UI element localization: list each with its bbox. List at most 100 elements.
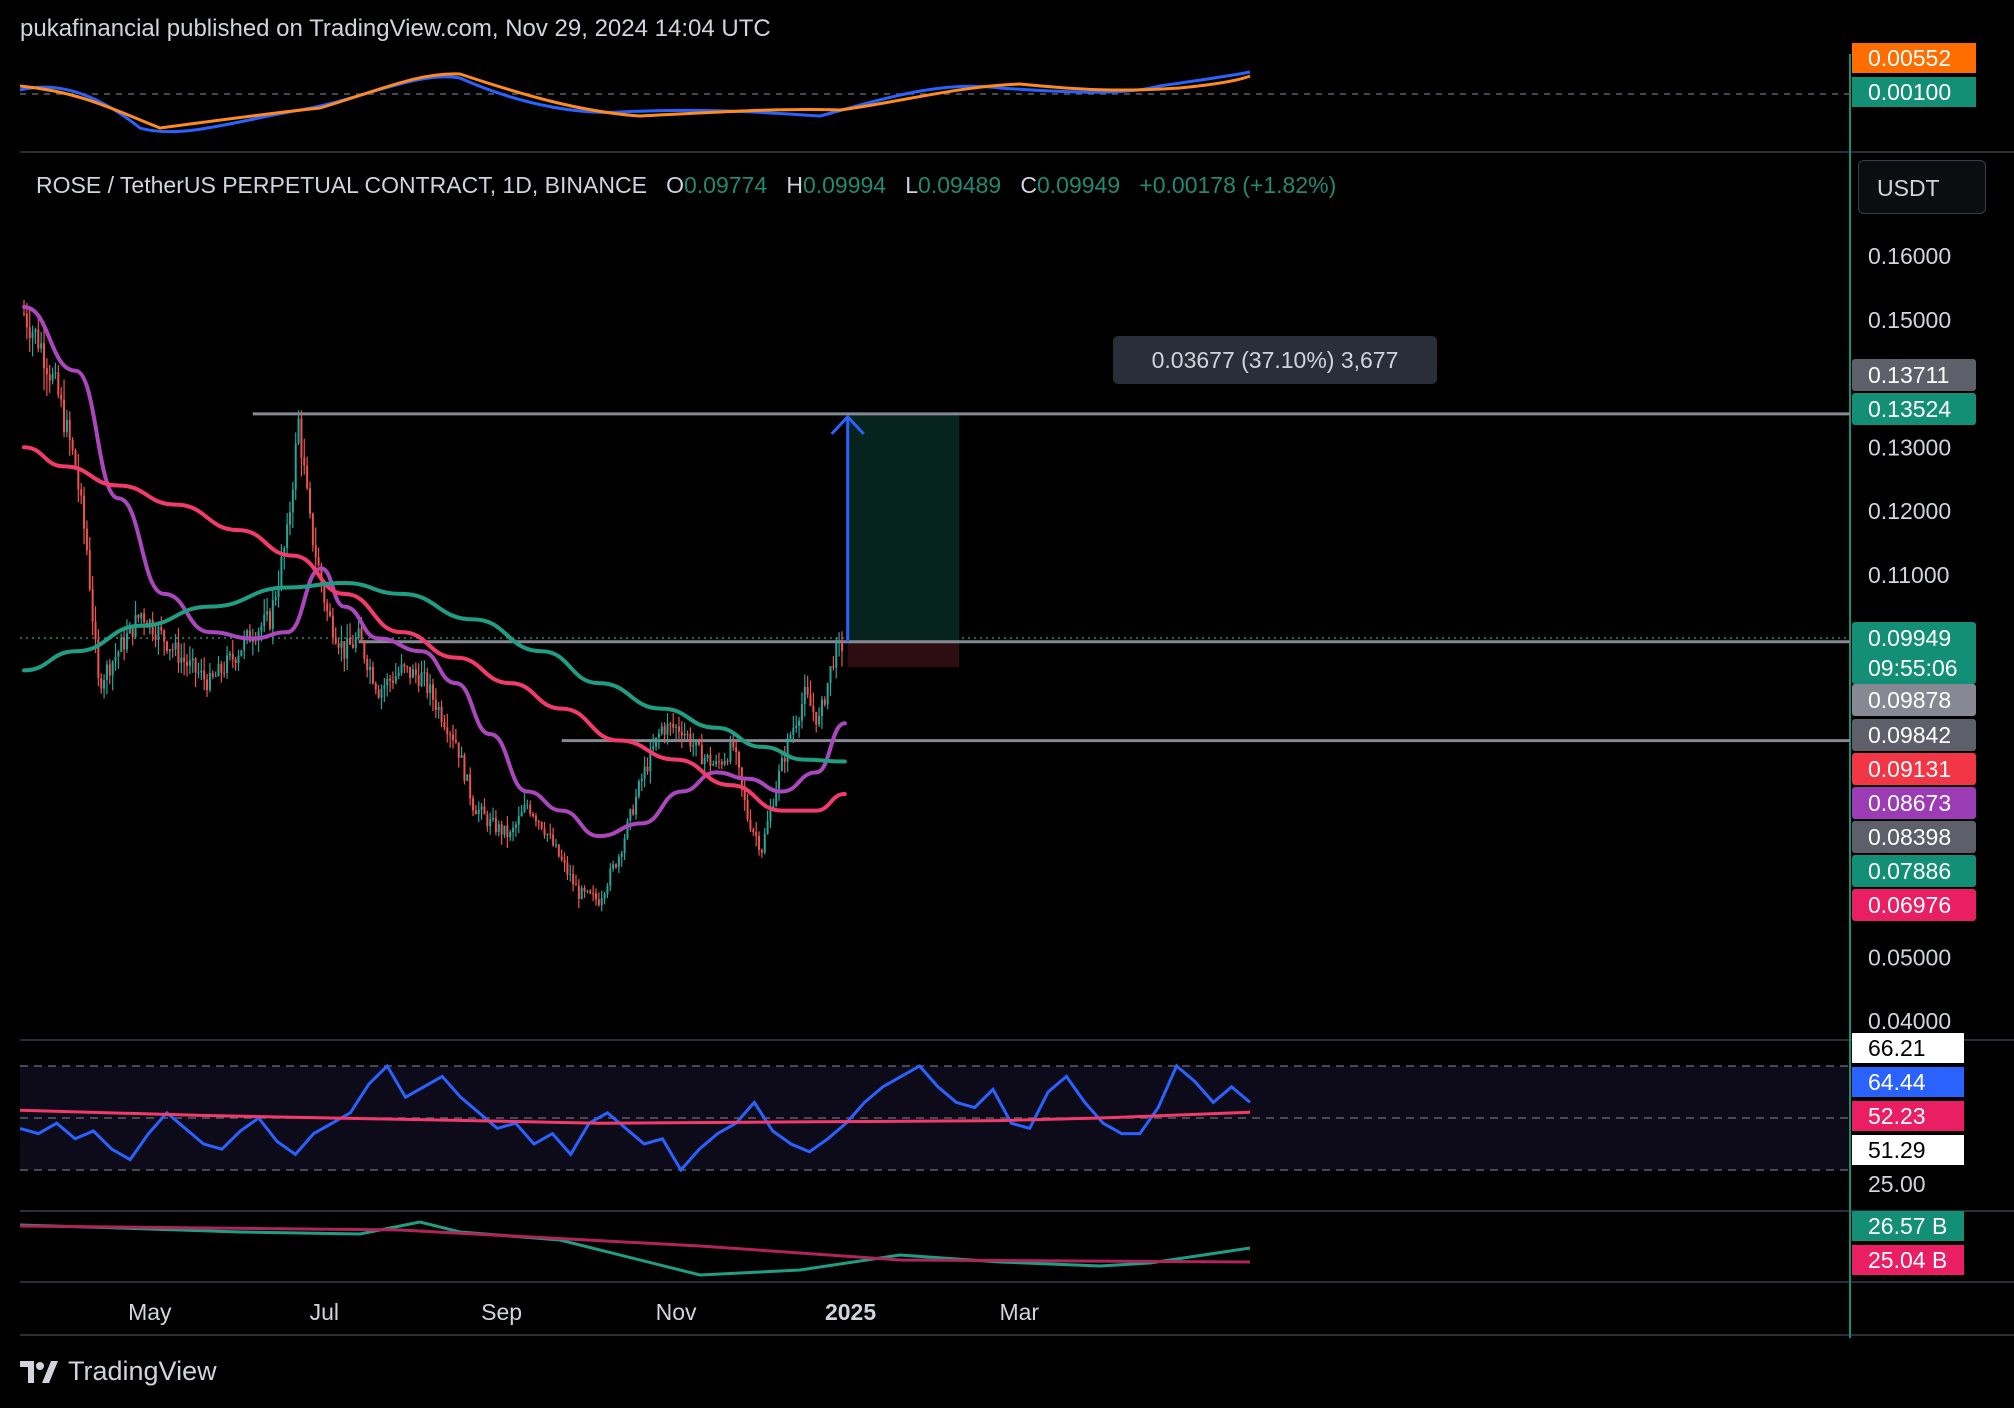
rsi-badge-text: 52.23 [1868, 1103, 1926, 1129]
candle-body [429, 684, 432, 693]
published-text: pukafinancial published on TradingView.c… [20, 15, 771, 42]
candle-body [657, 733, 660, 738]
candle-body [383, 685, 386, 689]
candle-body [789, 734, 792, 739]
candle-body [735, 747, 738, 753]
candle-body [580, 887, 583, 899]
x-tick-label: May [128, 1299, 172, 1325]
rsi-badge [1852, 1033, 1964, 1063]
measure-arrow[interactable] [830, 414, 865, 642]
price-badge [1852, 393, 1976, 425]
candle-body [131, 624, 134, 637]
candle-body [446, 727, 449, 735]
price-badge [1852, 359, 1976, 391]
candle-body [649, 749, 652, 772]
candle-body [755, 832, 758, 836]
candle-body [357, 628, 360, 639]
candle-body [743, 785, 746, 800]
candle-body [563, 859, 566, 863]
candle-body [411, 669, 414, 678]
candle-body [709, 754, 712, 766]
candle-body [45, 368, 48, 375]
candle-body [240, 650, 243, 656]
candle-body [188, 660, 191, 666]
candle-body [40, 343, 43, 349]
candle-body [595, 893, 597, 900]
price-badge-text: 0.09878 [1868, 687, 1951, 713]
candle-body [406, 666, 409, 668]
candle-body [723, 760, 726, 765]
volume-ma-line [19, 1224, 1251, 1264]
candle-body [483, 806, 486, 815]
candle-body [514, 824, 517, 828]
candle-body [669, 723, 672, 725]
candle-body [643, 766, 646, 779]
currency-button[interactable]: USDT [1858, 160, 1986, 214]
candle-body [191, 658, 194, 661]
candle-body [377, 689, 380, 698]
candle-body [168, 649, 171, 651]
candle-body [60, 394, 63, 400]
candle-body [686, 733, 689, 735]
candle-body [798, 720, 801, 726]
candle-body [326, 602, 329, 612]
candle-body [512, 827, 515, 833]
tradingview-logo[interactable]: TradingView [20, 1356, 217, 1387]
candle-body [163, 630, 166, 642]
price-badge [1852, 855, 1976, 887]
candle-body [34, 329, 37, 333]
low-label: L [905, 172, 919, 198]
rsi-badge [1852, 1135, 1964, 1165]
macd-badge [1852, 77, 1976, 107]
candle-body [97, 639, 100, 678]
candle-body [806, 687, 809, 695]
candle-body [783, 757, 786, 762]
y-tick-label: 0.12000 [1868, 498, 1951, 524]
candle-body [692, 745, 695, 747]
candle-body [766, 821, 769, 834]
candle-body [537, 821, 540, 823]
price-badge [1852, 889, 1976, 921]
rsi-badge-text: 51.29 [1868, 1137, 1926, 1163]
rsi-axis-labels: 66.21 64.44 52.23 51.29 25.00 [1852, 1033, 1964, 1197]
candle-body [520, 811, 523, 817]
candle-body [738, 752, 740, 768]
candle-body [620, 853, 623, 857]
candle-body [329, 611, 332, 616]
candle-body [812, 705, 815, 712]
candle-body [283, 548, 286, 557]
candle-body [426, 672, 429, 693]
candle-body [500, 824, 503, 835]
candle-body [94, 621, 97, 640]
candle-body [443, 721, 446, 728]
candle-body [603, 893, 606, 899]
y-tick-label: 0.05000 [1868, 944, 1951, 970]
candle-body [466, 774, 469, 781]
volume-axis-labels: 26.57 B 25.04 B [1852, 1211, 1964, 1275]
candle-body [91, 589, 94, 622]
candle-body [268, 611, 271, 629]
candle-body [809, 694, 812, 706]
price-badge [1852, 787, 1976, 819]
candle-body [506, 825, 509, 838]
symbol-legend: ROSE / TetherUS PERPETUAL CONTRACT, 1D, … [36, 172, 1336, 199]
candle-body [48, 374, 51, 381]
candle-body [677, 726, 680, 732]
measure-label[interactable]: 0.03677 (37.10%) 3,677 [1113, 336, 1437, 384]
change-value: +0.00178 (+1.82%) [1139, 172, 1337, 198]
candle-body [386, 678, 389, 686]
candle-body [574, 884, 577, 886]
open-label: O [666, 172, 684, 198]
horizontal-levels[interactable] [252, 412, 1850, 743]
candle-body [600, 898, 603, 906]
long-position-tool[interactable] [847, 413, 960, 668]
candle-body [65, 419, 68, 433]
candle-body [778, 770, 781, 790]
candle-body [409, 666, 412, 678]
macd-lines [19, 70, 1251, 134]
candle-body [729, 741, 732, 762]
y-tick-label: 0.13000 [1868, 434, 1951, 460]
low-value: 0.09489 [918, 172, 1002, 198]
candle-body [666, 723, 669, 735]
